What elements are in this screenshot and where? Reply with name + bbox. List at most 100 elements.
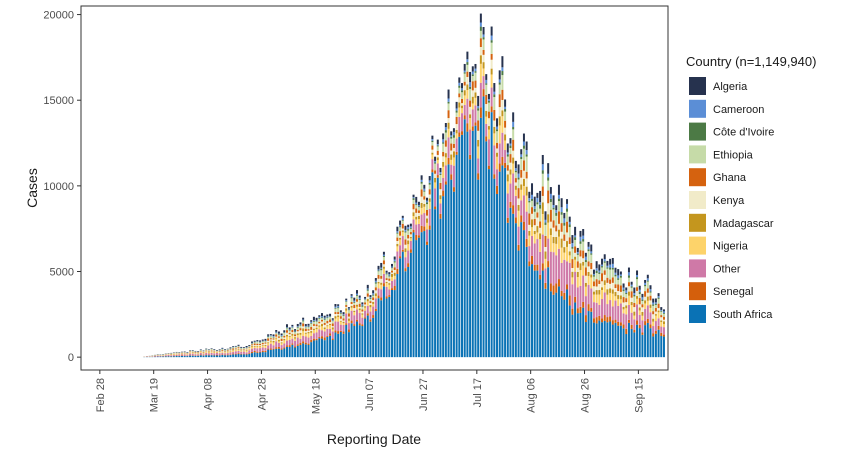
bar-segment-other <box>477 158 480 174</box>
bar-segment-other <box>498 143 501 164</box>
bar-segment-kenya <box>401 228 404 231</box>
bar-segment-other <box>285 340 288 346</box>
bar-segment-cameroon <box>498 79 501 83</box>
bar-segment-senegal <box>606 317 609 323</box>
bar-segment-algeria <box>463 63 466 71</box>
bar-segment-madagascar <box>630 301 633 306</box>
bar-segment-ethiopia <box>601 267 604 274</box>
bar-segment-south-africa <box>614 322 617 358</box>
bar-segment-ghana <box>420 189 423 197</box>
bar-segment-madagascar <box>611 289 614 294</box>
bar-segment-kenya <box>259 345 262 346</box>
bar-segment-ethiopia <box>662 313 665 317</box>
bar-segment-ethiopia <box>652 305 655 312</box>
bar-segment-cameroon <box>442 139 445 143</box>
bar-segment-ethiopia <box>646 281 649 289</box>
bar-segment-ethiopia <box>283 332 286 336</box>
bar-segment-kenya <box>531 213 534 220</box>
bar-segment-other <box>560 262 563 291</box>
bar-segment-nigeria <box>412 216 415 220</box>
bar-segment-ethiopia <box>557 201 560 212</box>
bar-segment-other <box>361 317 364 325</box>
bar-segment-algeria <box>366 284 369 289</box>
bar-segment-other <box>329 328 332 334</box>
bar-segment-algeria <box>541 154 544 165</box>
bar-segment-nigeria <box>487 129 490 140</box>
bar-segment-other <box>625 314 628 329</box>
bar-segment-nigeria <box>560 247 563 263</box>
bar-segment-ethiopia <box>229 348 232 350</box>
bar-segment-senegal <box>590 308 593 312</box>
bar-segment-c-te-d-ivoire <box>436 145 439 147</box>
bar-segment-nigeria <box>396 246 399 252</box>
bar-segment-kenya <box>490 59 493 69</box>
bar-segment-cameroon <box>272 336 275 337</box>
bar-segment-kenya <box>326 323 329 326</box>
bar-segment-senegal <box>528 261 531 267</box>
bar-segment-kenya <box>522 170 525 179</box>
bar-segment-cameroon <box>318 316 321 318</box>
bar-segment-madagascar <box>299 332 302 335</box>
bar-segment-senegal <box>299 342 302 346</box>
bar-segment-other <box>517 226 520 245</box>
x-tick-label: Jun 07 <box>364 378 376 411</box>
bar-segment-nigeria <box>218 352 221 354</box>
bar-segment-algeria <box>539 190 542 203</box>
bar-segment-south-africa <box>356 321 358 358</box>
bar-segment-cameroon <box>627 272 630 276</box>
bar-segment-madagascar <box>353 310 356 313</box>
bar-segment-other <box>388 289 391 296</box>
x-axis-title: Reporting Date <box>327 431 421 447</box>
bar-segment-south-africa <box>506 222 509 358</box>
bar-segment-south-africa <box>606 322 609 358</box>
bar-segment-other <box>369 311 372 320</box>
bar-segment-c-te-d-ivoire <box>603 261 606 263</box>
bar-segment-ghana <box>240 349 243 350</box>
bar-segment-kenya <box>312 325 315 329</box>
bar-segment-nigeria <box>509 174 512 184</box>
bar-segment-ethiopia <box>304 327 307 329</box>
bar-segment-kenya <box>482 54 485 63</box>
bar-segment-algeria <box>396 226 399 232</box>
bar-segment-nigeria <box>331 329 334 332</box>
bar-segment-madagascar <box>320 324 323 327</box>
bar-segment-ethiopia <box>644 286 647 292</box>
legend-label-other: Other <box>713 263 741 275</box>
bar-segment-c-te-d-ivoire <box>334 307 337 309</box>
bar-segment-c-te-d-ivoire <box>356 295 358 296</box>
bar-segment-senegal <box>544 282 547 289</box>
bar-segment-other <box>426 229 429 242</box>
bar-segment-cameroon <box>401 217 404 220</box>
bar-segment-ethiopia <box>617 279 620 285</box>
bar-segment-ghana <box>601 273 604 282</box>
bar-segment-ghana <box>436 150 439 155</box>
bar-segment-south-africa <box>172 356 175 358</box>
bar-segment-other <box>428 208 431 226</box>
bar-segment-algeria <box>482 27 485 35</box>
bar-segment-ghana <box>342 318 345 321</box>
bar-segment-ethiopia <box>463 73 466 82</box>
legend-label-senegal: Senegal <box>713 286 753 298</box>
bar-segment-other <box>547 238 550 262</box>
bar-segment-ethiopia <box>477 110 480 121</box>
bar-segment-c-te-d-ivoire <box>557 198 560 202</box>
bar-segment-c-te-d-ivoire <box>649 291 652 293</box>
bar-segment-ghana <box>522 160 525 171</box>
bar-segment-ethiopia <box>544 224 547 236</box>
bar-segment-cameroon <box>434 160 437 163</box>
bar-segment-senegal <box>261 350 264 353</box>
bar-segment-south-africa <box>393 290 396 358</box>
bar-segment-cameroon <box>436 144 439 146</box>
bar-segment-ethiopia <box>388 276 391 279</box>
bar-segment-algeria <box>461 83 464 89</box>
bar-segment-south-africa <box>264 352 267 358</box>
bar-segment-nigeria <box>180 353 183 355</box>
bar-segment-c-te-d-ivoire <box>477 108 480 111</box>
bar-segment-cameroon <box>557 194 560 199</box>
bar-segment-ethiopia <box>242 348 245 350</box>
bar-segment-cameroon <box>547 173 550 178</box>
bar-segment-senegal <box>617 321 620 326</box>
bar-segment-nigeria <box>461 108 464 114</box>
bar-segment-madagascar <box>358 308 361 311</box>
bar-segment-ghana <box>320 319 323 322</box>
